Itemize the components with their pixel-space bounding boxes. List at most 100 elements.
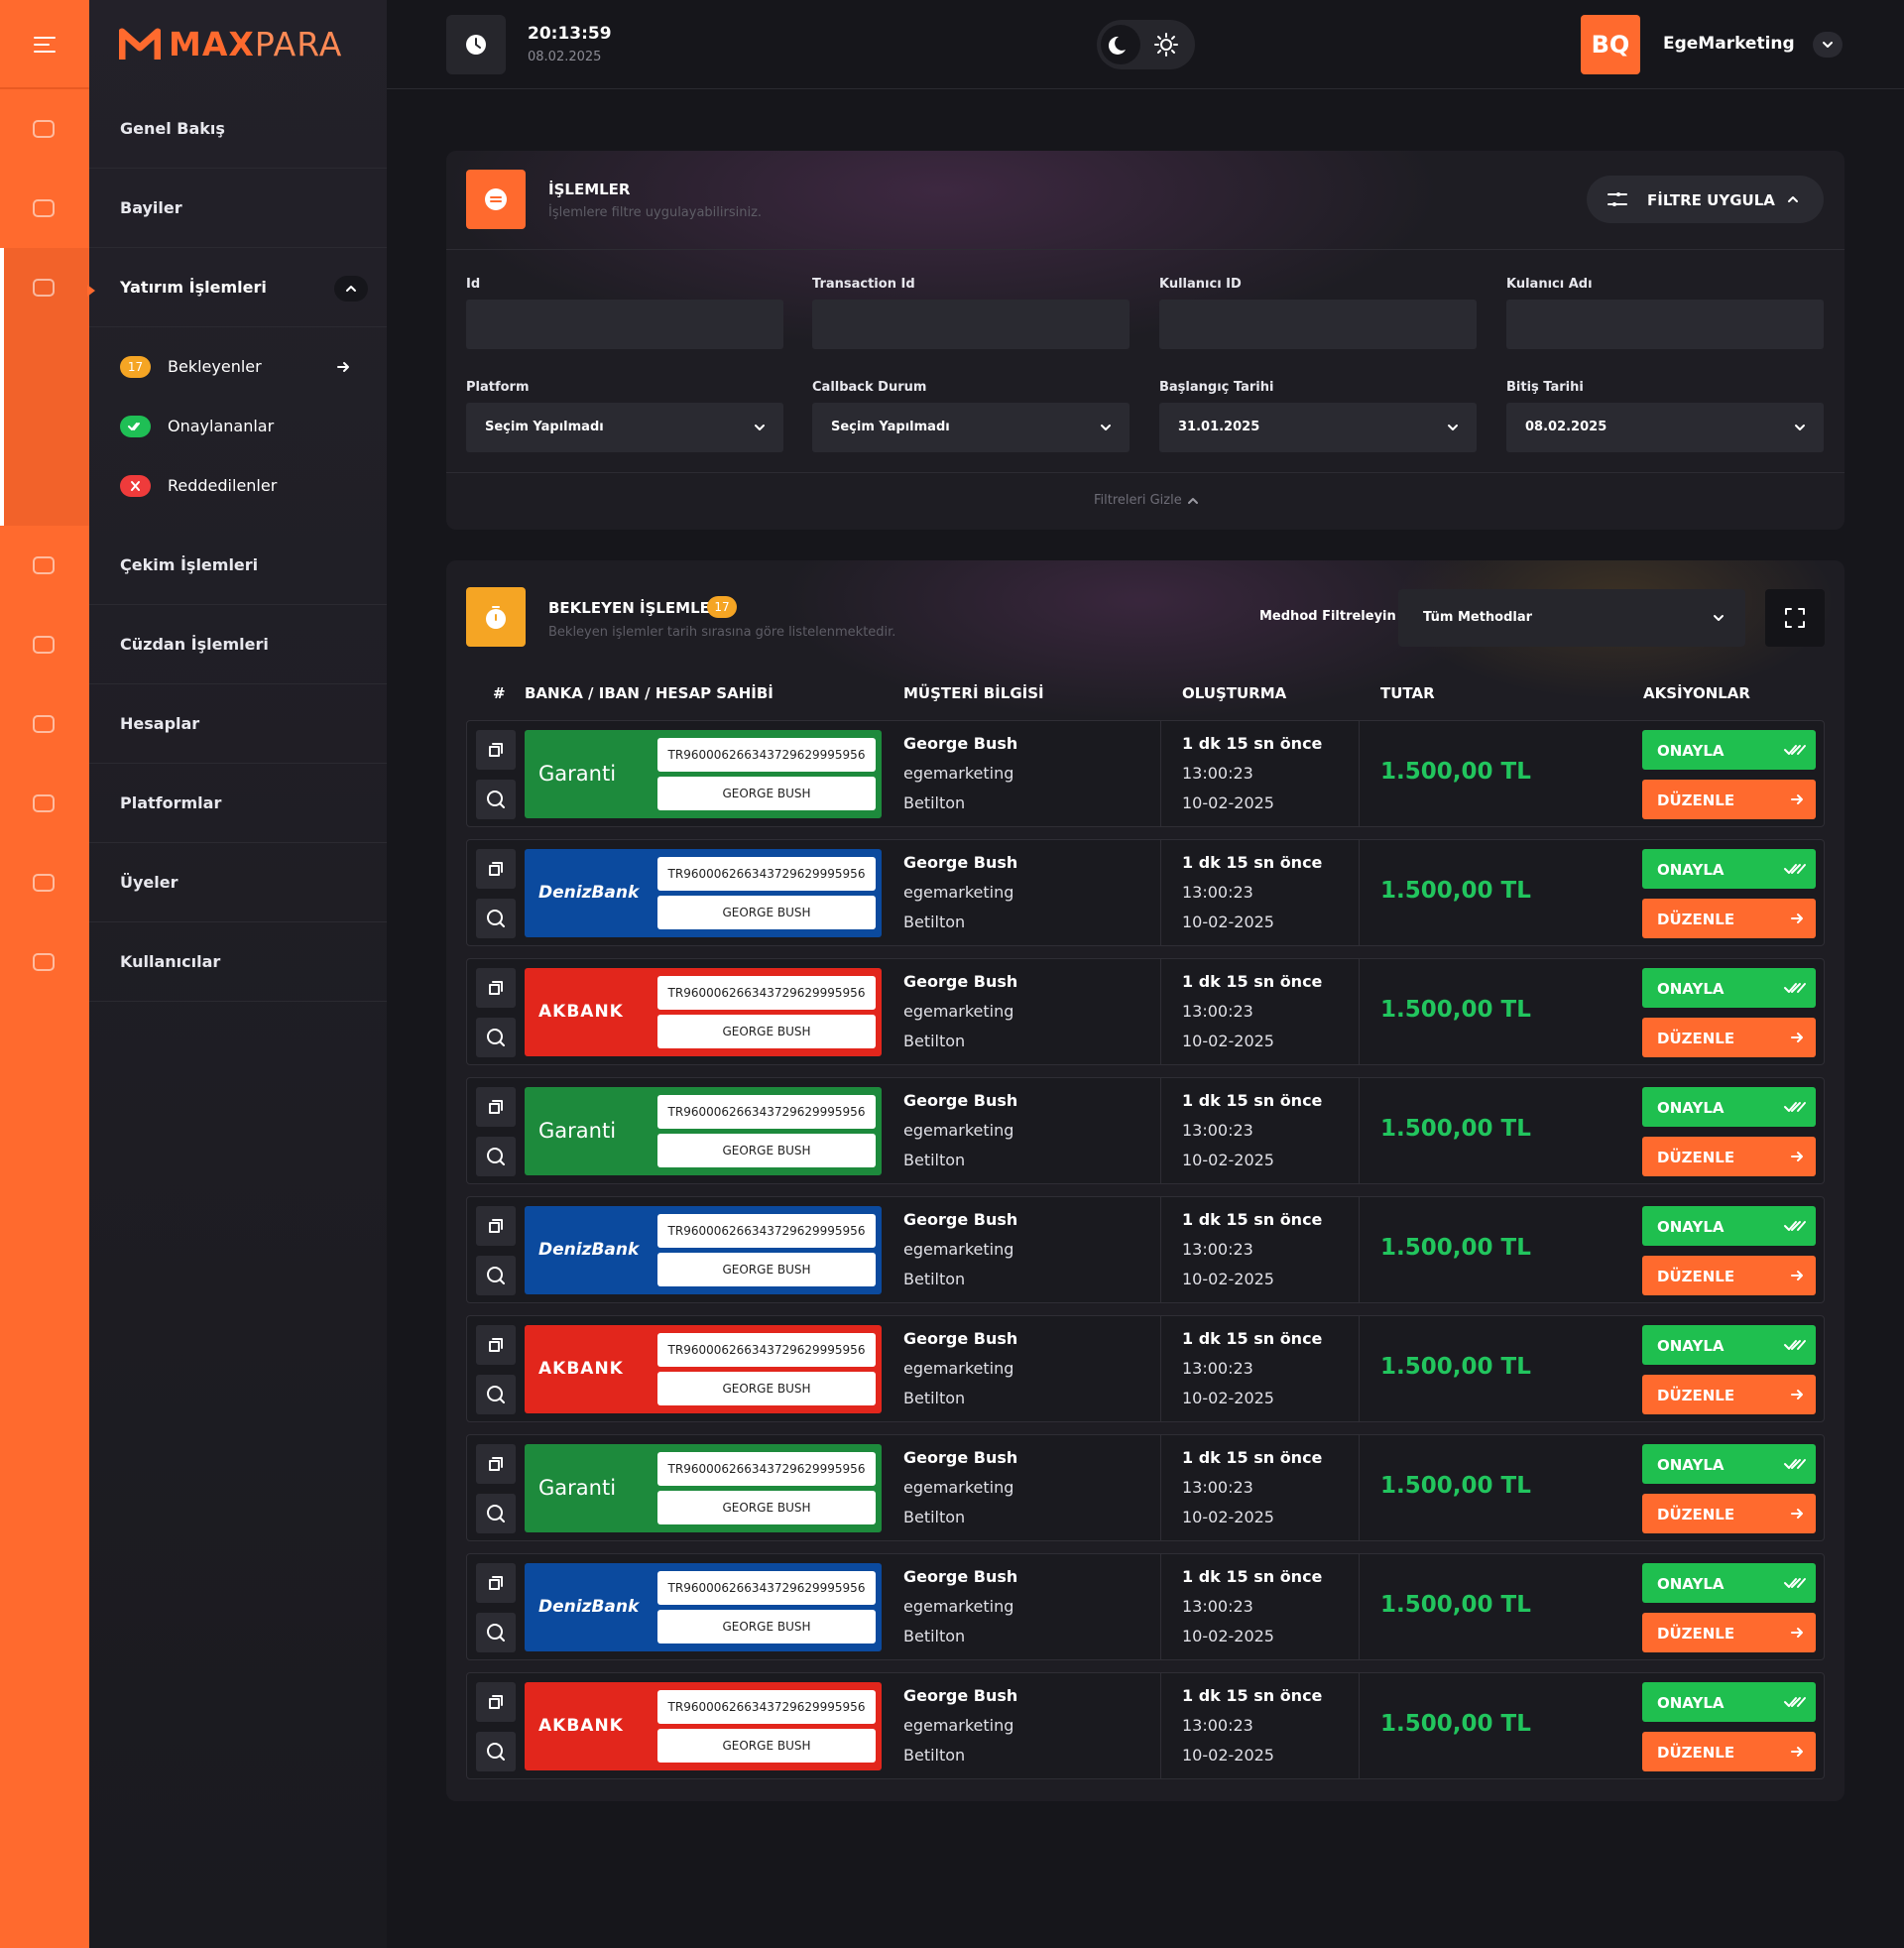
approve-button[interactable]: ONAYLA — [1642, 1563, 1816, 1603]
search-button[interactable] — [476, 1018, 516, 1057]
select-value[interactable]: Tüm Methodlar — [1423, 610, 1533, 625]
text-input[interactable] — [1506, 300, 1824, 349]
button-label[interactable]: DÜZENLE — [1657, 911, 1735, 928]
approve-button[interactable]: ONAYLA — [1642, 1682, 1816, 1722]
button-label[interactable]: ONAYLA — [1657, 1694, 1725, 1712]
approve-button[interactable]: ONAYLA — [1642, 730, 1816, 770]
copy-button[interactable] — [476, 730, 516, 770]
copy-button[interactable] — [476, 849, 516, 889]
select-value[interactable]: Seçim Yapılmadı — [485, 420, 604, 434]
menu-label[interactable]: Kullanıcılar — [120, 952, 221, 971]
filter-button-label[interactable]: FİLTRE UYGULA — [1647, 191, 1775, 209]
menu-label[interactable]: Platformlar — [120, 793, 222, 812]
button-label[interactable]: DÜZENLE — [1657, 791, 1735, 809]
search-button[interactable] — [476, 1256, 516, 1295]
menu-label[interactable]: Cüzdan İşlemleri — [120, 635, 269, 654]
search-button[interactable] — [476, 780, 516, 819]
menu-label[interactable]: Hesaplar — [120, 714, 200, 733]
button-label[interactable]: ONAYLA — [1657, 1218, 1725, 1236]
edit-button[interactable]: DÜZENLE — [1642, 1018, 1816, 1057]
select-input[interactable]: Seçim Yapılmadı — [812, 403, 1130, 452]
submenu-label[interactable]: Bekleyenler — [168, 357, 262, 376]
select-value[interactable]: 31.01.2025 — [1178, 420, 1260, 434]
menu-item[interactable] — [89, 605, 387, 684]
select-input[interactable]: 08.02.2025 — [1506, 403, 1824, 452]
button-label[interactable]: ONAYLA — [1657, 1337, 1725, 1355]
hide-filters-toggle[interactable]: Filtreleri Gizle — [1094, 493, 1182, 508]
menu-item[interactable] — [89, 169, 387, 248]
approve-button[interactable]: ONAYLA — [1642, 849, 1816, 889]
search-button[interactable] — [476, 1375, 516, 1414]
menu-item[interactable] — [89, 248, 387, 327]
edit-button[interactable]: DÜZENLE — [1642, 1732, 1816, 1771]
copy-button[interactable] — [476, 1563, 516, 1603]
menu-item[interactable] — [89, 764, 387, 843]
search-button[interactable] — [476, 1613, 516, 1652]
button-label[interactable]: DÜZENLE — [1657, 1268, 1735, 1285]
select-input[interactable]: 31.01.2025 — [1159, 403, 1477, 452]
copy-button[interactable] — [476, 1206, 516, 1246]
select-value[interactable]: 08.02.2025 — [1525, 420, 1607, 434]
customer-user: egemarketing — [903, 1121, 1014, 1140]
menu-label[interactable]: Üyeler — [120, 873, 178, 892]
approve-button[interactable]: ONAYLA — [1642, 1087, 1816, 1127]
button-label[interactable]: DÜZENLE — [1657, 1030, 1735, 1047]
menu-icon — [31, 554, 57, 576]
search-button[interactable] — [476, 1732, 516, 1771]
edit-button[interactable]: DÜZENLE — [1642, 1494, 1816, 1533]
copy-button[interactable] — [476, 1444, 516, 1484]
button-label[interactable]: ONAYLA — [1657, 861, 1725, 879]
approve-button[interactable]: ONAYLA — [1642, 1325, 1816, 1365]
button-label[interactable]: DÜZENLE — [1657, 1506, 1735, 1523]
copy-button[interactable] — [476, 968, 516, 1008]
search-button[interactable] — [476, 1494, 516, 1533]
menu-item[interactable] — [89, 684, 387, 764]
edit-button[interactable]: DÜZENLE — [1642, 899, 1816, 938]
copy-button[interactable] — [476, 1087, 516, 1127]
edit-button[interactable]: DÜZENLE — [1642, 1137, 1816, 1176]
approve-button[interactable]: ONAYLA — [1642, 968, 1816, 1008]
menu-label[interactable]: Bayiler — [120, 198, 182, 217]
edit-button[interactable]: DÜZENLE — [1642, 1256, 1816, 1295]
button-label[interactable]: DÜZENLE — [1657, 1387, 1735, 1404]
edit-button[interactable]: DÜZENLE — [1642, 1613, 1816, 1652]
text-input[interactable] — [466, 300, 783, 349]
created-date: 10-02-2025 — [1182, 1746, 1274, 1765]
menu-label[interactable]: Yatırım İşlemleri — [120, 278, 267, 297]
search-button[interactable] — [476, 899, 516, 938]
select-input[interactable]: Seçim Yapılmadı — [466, 403, 783, 452]
menu-item[interactable] — [89, 526, 387, 605]
button-label[interactable]: ONAYLA — [1657, 742, 1725, 760]
submenu-label[interactable]: Reddedilenler — [168, 476, 278, 495]
user-menu-button[interactable] — [1813, 32, 1843, 58]
approve-button[interactable]: ONAYLA — [1642, 1444, 1816, 1484]
menu-item[interactable] — [89, 89, 387, 169]
button-icon — [1783, 1694, 1807, 1710]
menu-item[interactable] — [89, 843, 387, 922]
button-label[interactable]: DÜZENLE — [1657, 1744, 1735, 1762]
edit-button[interactable]: DÜZENLE — [1642, 1375, 1816, 1414]
fullscreen-button[interactable] — [1765, 589, 1825, 647]
bank-card: AKBANK TR960006266343729629995956 GEORGE B… — [525, 1682, 882, 1770]
button-label[interactable]: DÜZENLE — [1657, 1625, 1735, 1643]
button-label[interactable]: ONAYLA — [1657, 980, 1725, 998]
select-value[interactable]: Seçim Yapılmadı — [831, 420, 950, 434]
copy-button[interactable] — [476, 1682, 516, 1722]
button-label[interactable]: ONAYLA — [1657, 1575, 1725, 1593]
button-label[interactable]: ONAYLA — [1657, 1099, 1725, 1117]
button-label[interactable]: DÜZENLE — [1657, 1149, 1735, 1166]
text-input[interactable] — [812, 300, 1130, 349]
search-button[interactable] — [476, 1137, 516, 1176]
field-label: Id — [466, 277, 481, 292]
menu-label[interactable]: Genel Bakış — [120, 119, 225, 138]
approve-button[interactable]: ONAYLA — [1642, 1206, 1816, 1246]
edit-button[interactable]: DÜZENLE — [1642, 780, 1816, 819]
menu-item[interactable] — [89, 922, 387, 1002]
button-label[interactable]: ONAYLA — [1657, 1456, 1725, 1474]
apply-filter-button[interactable]: FİLTRE UYGULA — [1587, 176, 1824, 223]
copy-button[interactable] — [476, 1325, 516, 1365]
menu-label[interactable]: Çekim İşlemleri — [120, 555, 259, 574]
text-input[interactable] — [1159, 300, 1477, 349]
submenu-label[interactable]: Onaylananlar — [168, 417, 275, 435]
method-select[interactable]: Tüm Methodlar — [1398, 589, 1745, 647]
